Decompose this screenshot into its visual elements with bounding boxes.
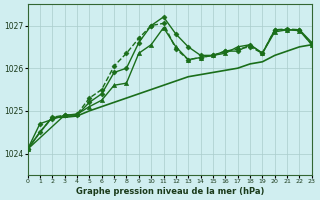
X-axis label: Graphe pression niveau de la mer (hPa): Graphe pression niveau de la mer (hPa) (76, 187, 264, 196)
